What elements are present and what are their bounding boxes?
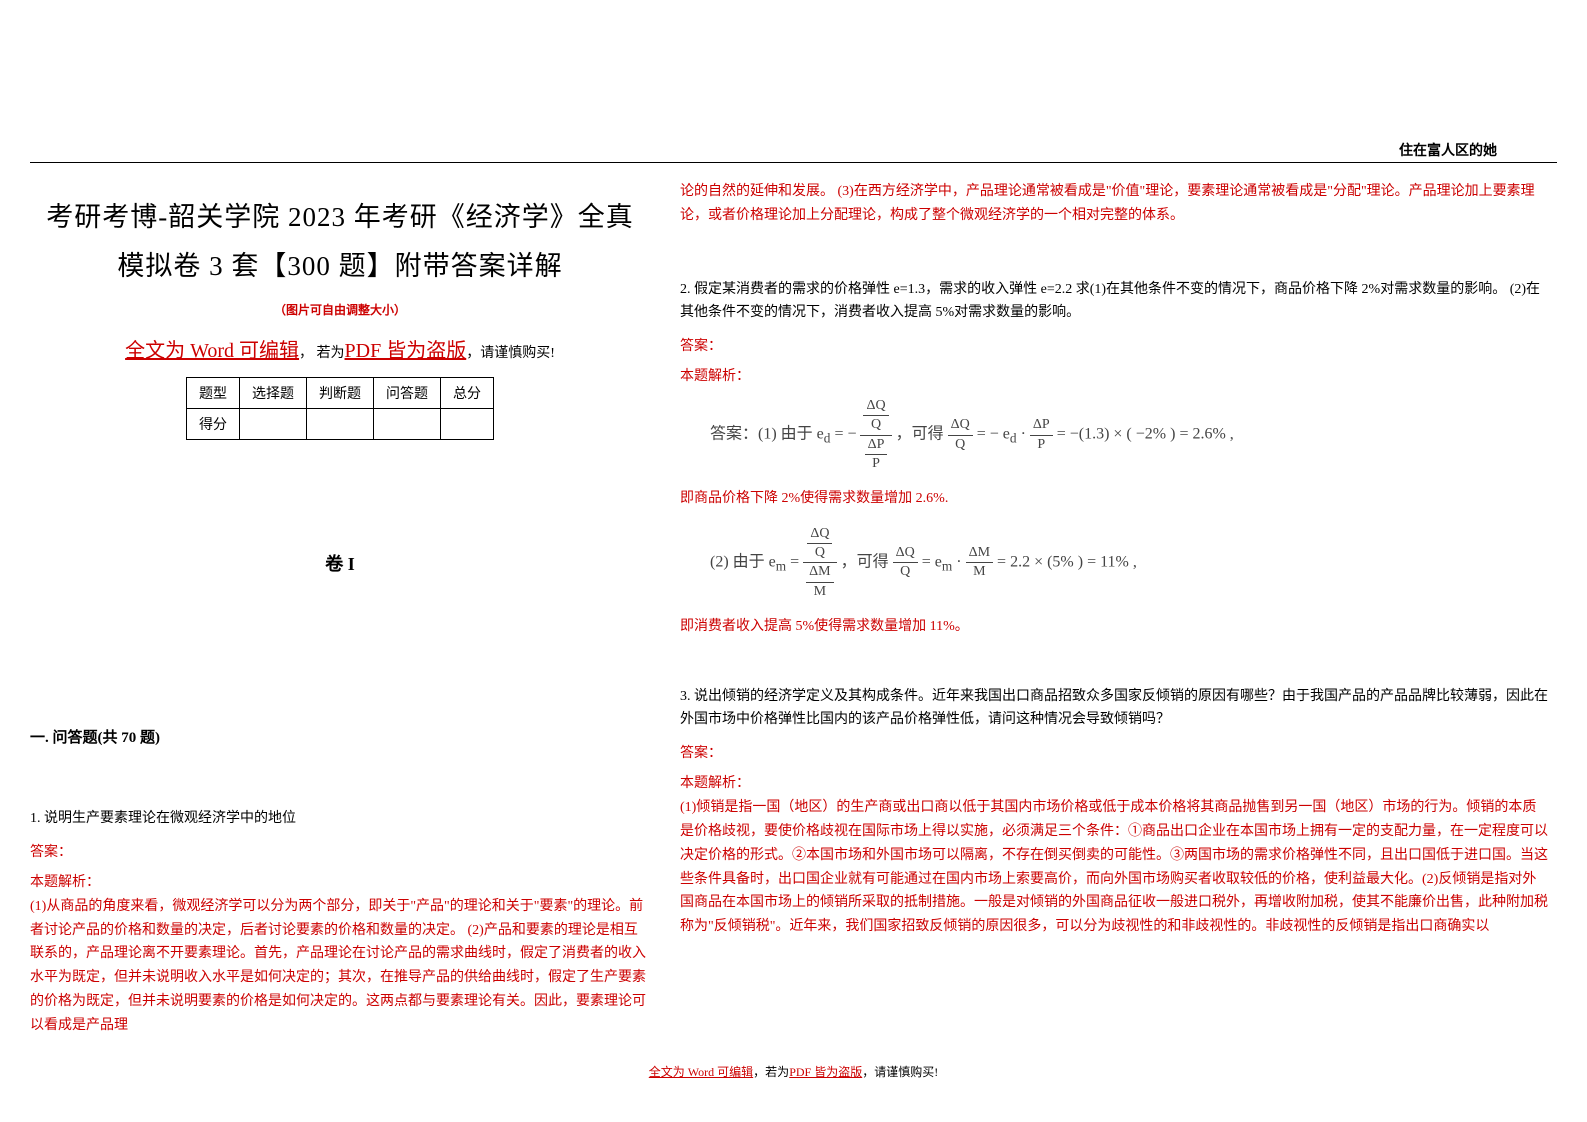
- doc-title-1: 考研考博-韶关学院 2023 年考研《经济学》全真: [30, 195, 650, 234]
- table-score-row: 得分: [187, 409, 494, 440]
- td-empty: [240, 409, 307, 440]
- q3-answer-label: 答案：: [680, 742, 1550, 762]
- q1-answer-label: 答案：: [30, 841, 650, 861]
- q3-text: 3. 说出倾销的经济学定义及其构成条件。近年来我国出口商品招致众多国家反倾销的原…: [680, 685, 1550, 733]
- q3-analysis-body: (1)倾销是指一国（地区）的生产商或出口商以低于其国内市场价格或低于成本价格将其…: [680, 796, 1550, 939]
- header-rule: [30, 162, 1557, 163]
- right-column: 论的自然的延伸和发展。 (3)在西方经济学中，产品理论通常被看成是"价值"理论，…: [680, 180, 1550, 961]
- footer-mid: ，若为: [753, 1065, 789, 1079]
- table-header-row: 题型 选择题 判断题 问答题 总分: [187, 378, 494, 409]
- q1-continuation: 论的自然的延伸和发展。 (3)在西方经济学中，产品理论通常被看成是"价值"理论，…: [680, 180, 1550, 228]
- td-empty: [307, 409, 374, 440]
- th-total: 总分: [441, 378, 494, 409]
- th-type: 题型: [187, 378, 240, 409]
- volume-label: 卷 I: [30, 550, 650, 576]
- section-heading: 一. 问答题(共 70 题): [30, 726, 650, 747]
- question-1: 1. 说明生产要素理论在微观经济学中的地位 答案： 本题解析： (1)从商品的角…: [30, 807, 650, 1038]
- q1-analysis-label: 本题解析：: [30, 871, 650, 891]
- q2-analysis-label: 本题解析：: [680, 365, 1550, 385]
- td-score-label: 得分: [187, 409, 240, 440]
- td-empty: [374, 409, 441, 440]
- q2-answer-label: 答案：: [680, 335, 1550, 355]
- th-qa: 问答题: [374, 378, 441, 409]
- question-2: 2. 假定某消费者的需求的价格弹性 e=1.3，需求的收入弹性 e=2.2 求(…: [680, 278, 1550, 635]
- q3-analysis-label: 本题解析：: [680, 772, 1550, 792]
- q2-formula-1: 答案：(1) 由于 ed = − ΔQQΔPP ，可得 ΔQQ = − ed ·…: [680, 389, 1550, 481]
- footer-red-1: 全文为 Word 可编辑: [649, 1065, 753, 1079]
- td-empty: [441, 409, 494, 440]
- word-red-1: 全文为 Word 可编辑: [125, 340, 299, 362]
- footer-red-2: PDF 皆为盗版: [789, 1065, 862, 1079]
- q2-red-1: 即商品价格下降 2%使得需求数量增加 2.6%.: [680, 487, 1550, 507]
- word-mid: ， 若为: [299, 346, 345, 361]
- header-watermark: 住在富人区的她: [1399, 140, 1497, 160]
- question-3: 3. 说出倾销的经济学定义及其构成条件。近年来我国出口商品招致众多国家反倾销的原…: [680, 685, 1550, 939]
- th-choice: 选择题: [240, 378, 307, 409]
- q2-formula-2: (2) 由于 em = ΔQQΔMM ，可得 ΔQQ = em · ΔMM = …: [680, 517, 1550, 609]
- score-table: 题型 选择题 判断题 问答题 总分 得分: [186, 377, 494, 440]
- q2-text: 2. 假定某消费者的需求的价格弹性 e=1.3，需求的收入弹性 e=2.2 求(…: [680, 278, 1550, 326]
- q1-text: 1. 说明生产要素理论在微观经济学中的地位: [30, 807, 650, 831]
- word-editable-line: 全文为 Word 可编辑， 若为PDF 皆为盗版，请谨慎购买!: [30, 334, 650, 363]
- word-tail: ，请谨慎购买!: [466, 346, 555, 361]
- footer-tail: ，请谨慎购买!: [862, 1065, 938, 1079]
- resize-note: （图片可自由调整大小）: [30, 301, 650, 318]
- left-column: 考研考博-韶关学院 2023 年考研《经济学》全真 模拟卷 3 套【300 题】…: [30, 180, 650, 1060]
- footer-line: 全文为 Word 可编辑，若为PDF 皆为盗版，请谨慎购买!: [0, 1063, 1587, 1080]
- th-judge: 判断题: [307, 378, 374, 409]
- doc-title-2: 模拟卷 3 套【300 题】附带答案详解: [30, 244, 650, 283]
- word-red-2: PDF 皆为盗版: [345, 340, 467, 362]
- q2-red-2: 即消费者收入提高 5%使得需求数量增加 11%。: [680, 615, 1550, 635]
- q1-analysis-body: (1)从商品的角度来看，微观经济学可以分为两个部分，即关于"产品"的理论和关于"…: [30, 895, 650, 1038]
